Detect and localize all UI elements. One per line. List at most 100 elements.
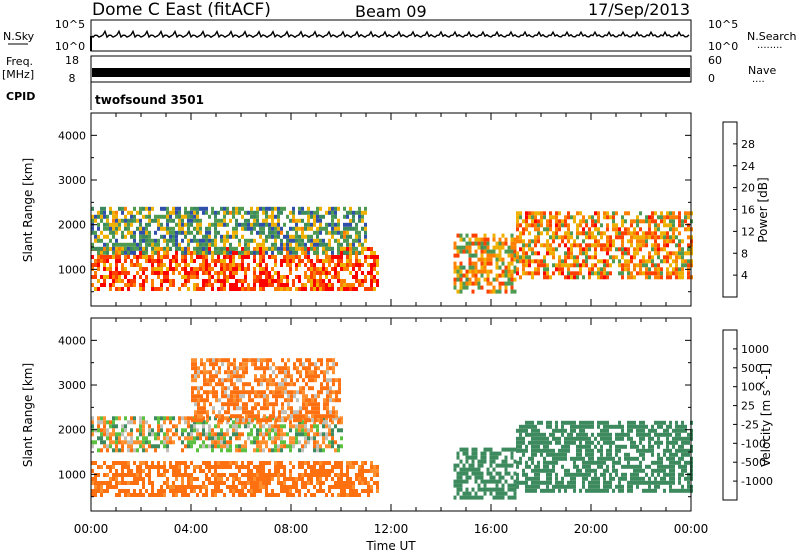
echo-cell [681, 275, 684, 280]
echo-cell [489, 475, 493, 480]
echo-cell [220, 448, 223, 453]
echo-cell [169, 420, 172, 425]
echo-cell [124, 440, 127, 445]
echo-cell [456, 483, 460, 488]
echo-cell [495, 495, 499, 500]
echo-cell [486, 471, 490, 476]
echo-cell [314, 394, 317, 399]
echo-cell [666, 255, 669, 260]
echo-cell [142, 238, 145, 243]
echo-cell [555, 211, 558, 216]
echo-cell [121, 287, 124, 291]
echo-cell [112, 477, 115, 481]
echo-cell [169, 461, 172, 465]
echo-cell [639, 271, 642, 276]
echo-cell [576, 472, 579, 477]
echo-cell [175, 251, 178, 255]
echo-cell [588, 255, 591, 260]
echo-cell [256, 242, 259, 247]
echo-cell [259, 489, 262, 493]
echo-cell [567, 255, 570, 260]
echo-cell [301, 242, 304, 247]
echo-cell [245, 418, 248, 423]
echo-cell [106, 222, 109, 227]
echo-cell [540, 231, 543, 236]
echo-cell [543, 211, 546, 216]
echo-cell [214, 230, 217, 235]
echo-cell [528, 456, 531, 461]
echo-cell [329, 414, 332, 419]
echo-cell [112, 461, 115, 465]
echo-cell [205, 210, 208, 215]
echo-cell [364, 222, 367, 227]
echo-cell [687, 251, 690, 256]
echo-cell [190, 218, 193, 223]
echo-cell [127, 210, 130, 215]
echo-cell [564, 420, 567, 425]
echo-cell [112, 283, 115, 287]
echo-cell [289, 428, 292, 433]
echo-cell [669, 263, 672, 268]
echo-cell [540, 223, 543, 228]
echo-cell [337, 481, 340, 485]
echo-cell [205, 250, 208, 255]
echo-cell [103, 206, 106, 211]
echo-cell [498, 475, 502, 480]
echo-cell [471, 233, 475, 238]
echo-cell [576, 227, 579, 232]
echo-cell [91, 428, 94, 433]
echo-cell [266, 366, 269, 371]
echo-cell [376, 485, 379, 489]
echo-cell [208, 461, 211, 465]
nave-tick-high: 60 [708, 54, 722, 67]
echo-cell [208, 432, 211, 437]
echo-cell [151, 461, 154, 465]
echo-cell [271, 210, 274, 215]
echo-cell [480, 237, 484, 242]
echo-cell [272, 362, 275, 367]
echo-cell [540, 215, 543, 220]
echo-cell [663, 239, 666, 244]
echo-cell [202, 481, 205, 485]
echo-cell [154, 230, 157, 235]
echo-cell [91, 218, 94, 223]
echo-cell [501, 491, 505, 496]
echo-cell [594, 468, 597, 473]
echo-cell [133, 448, 136, 453]
echo-cell [516, 464, 519, 469]
echo-cell [588, 247, 591, 252]
echo-cell [166, 477, 169, 481]
echo-cell [492, 451, 496, 456]
echo-cell [349, 461, 352, 465]
echo-cell [621, 428, 624, 433]
echo-cell [651, 243, 654, 248]
echo-cell [510, 261, 514, 266]
echo-cell [642, 259, 645, 264]
echo-cell [172, 267, 175, 271]
echo-cell [651, 468, 654, 473]
echo-cell [214, 436, 217, 441]
echo-cell [346, 255, 349, 259]
echo-cell [100, 420, 103, 425]
echo-cell [639, 424, 642, 429]
echo-cell [163, 493, 166, 497]
echo-cell [239, 418, 242, 423]
echo-cell [148, 440, 151, 445]
echo-cell [349, 210, 352, 215]
echo-cell [103, 222, 106, 227]
echo-cell [148, 238, 151, 243]
echo-cell [100, 246, 103, 251]
echo-cell [208, 242, 211, 247]
echo-cell [100, 485, 103, 489]
echo-cell [157, 218, 160, 223]
echo-cell [361, 271, 364, 275]
echo-cell [678, 267, 681, 272]
echo-cell [307, 436, 310, 441]
echo-cell [501, 257, 505, 262]
echo-cell [307, 440, 310, 445]
echo-cell [462, 281, 466, 286]
echo-cell [495, 491, 499, 496]
echo-cell [302, 378, 305, 383]
echo-cell [317, 366, 320, 371]
echo-cell [597, 448, 600, 453]
